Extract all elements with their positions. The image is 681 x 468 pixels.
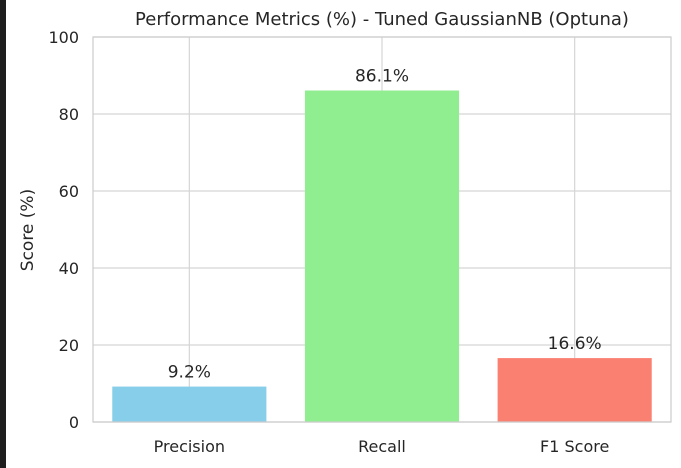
x-tick-label: Precision [154, 437, 225, 456]
y-tick-label: 80 [59, 105, 79, 124]
bar-value-label: 86.1% [355, 67, 409, 87]
y-tick-label: 100 [48, 28, 79, 47]
bar-value-label: 16.6% [548, 334, 602, 354]
plot-frame [92, 36, 672, 423]
bar-precision [112, 386, 267, 422]
y-axis-label: Score (%) [18, 189, 38, 271]
bars [112, 90, 652, 422]
value-labels: 9.2% 86.1% 16.6% [168, 67, 602, 383]
y-tick-label: 20 [59, 336, 79, 355]
bar-value-label: 9.2% [168, 363, 211, 383]
bar-chart: Performance Metrics (%) - Tuned Gaussian… [18, 9, 672, 456]
x-tick-label: F1 Score [540, 437, 609, 456]
bar-recall [304, 90, 460, 422]
y-tick-label: 60 [59, 182, 79, 201]
chart-title: Performance Metrics (%) - Tuned Gaussian… [135, 9, 629, 30]
bar-f1-score [497, 358, 652, 422]
x-tick-label: Recall [358, 437, 406, 456]
y-tick-label: 0 [69, 413, 79, 432]
tick-labels: 0 20 40 60 80 100 Precision Recall F1 Score [48, 28, 609, 456]
chart-container: Performance Metrics (%) - Tuned Gaussian… [6, 0, 681, 468]
y-tick-label: 40 [59, 259, 79, 278]
